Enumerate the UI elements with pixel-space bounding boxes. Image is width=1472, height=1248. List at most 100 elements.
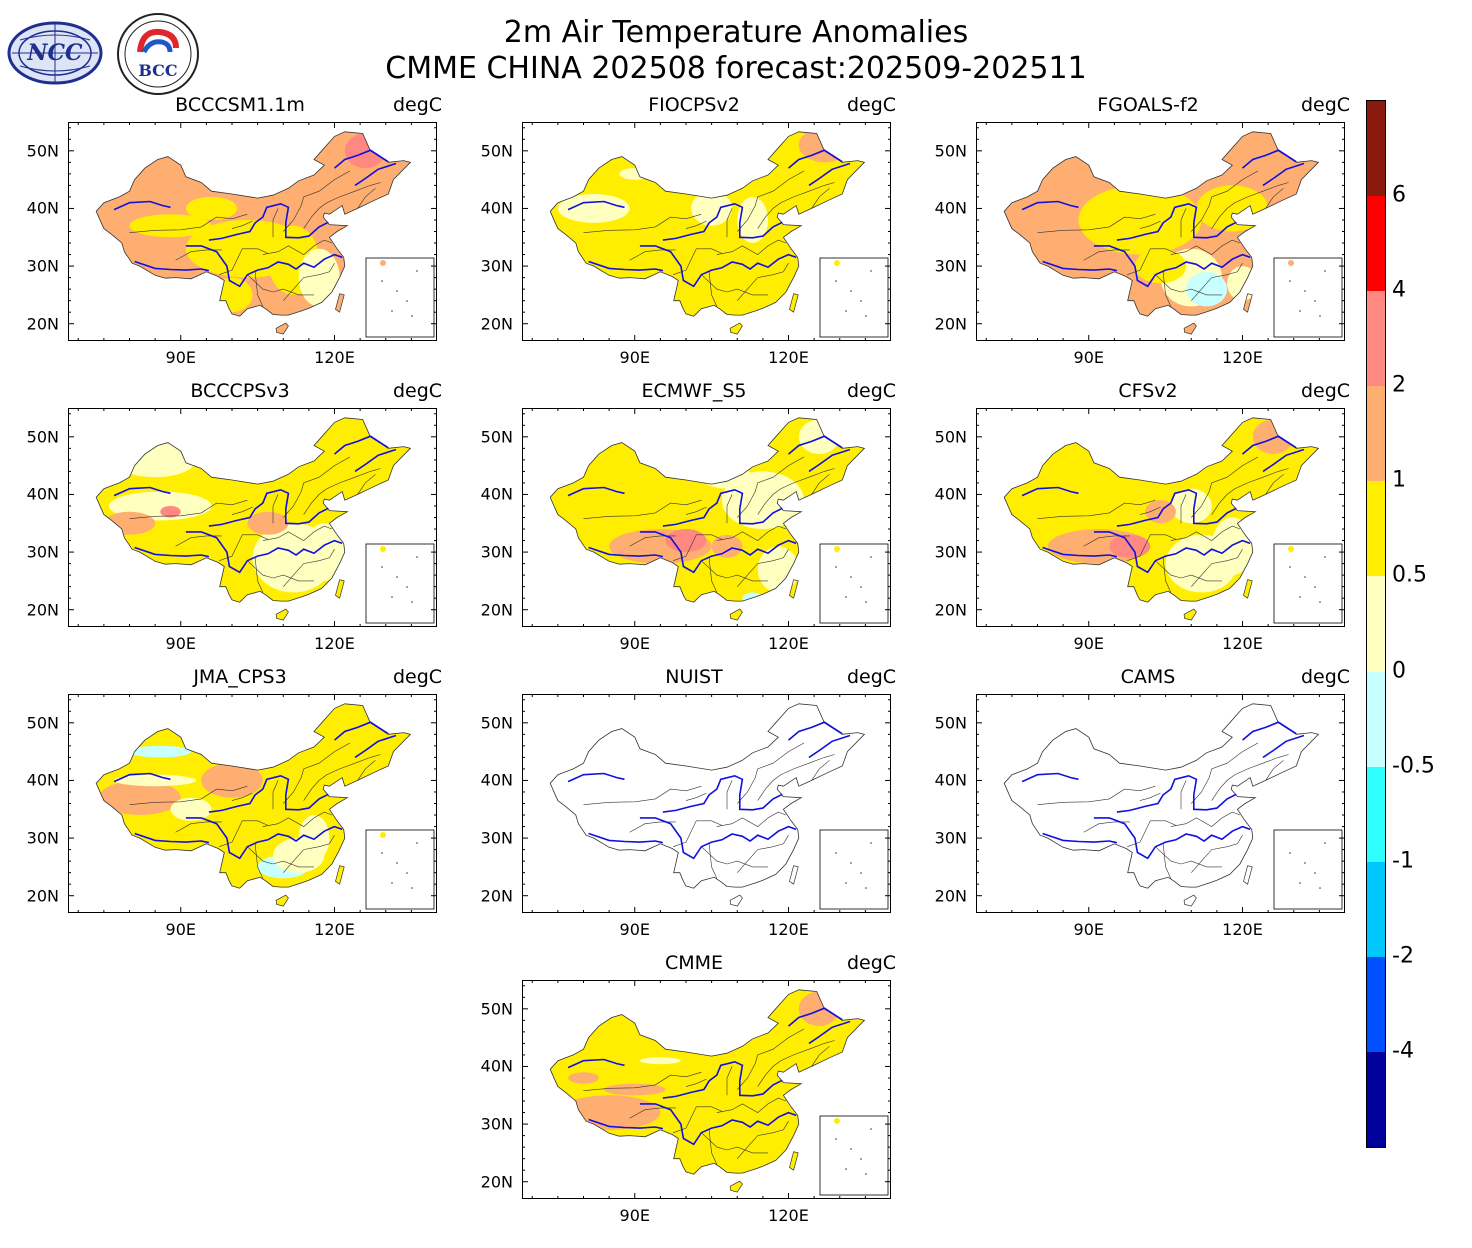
china-map (68, 408, 437, 627)
province-border (701, 846, 768, 868)
lat-label: 20N (934, 314, 967, 334)
inset-island (850, 862, 852, 864)
river-line (354, 734, 397, 759)
inset-island (416, 270, 418, 272)
province-border (247, 274, 314, 296)
river-line (588, 546, 664, 558)
colorbar-tick-label: 4 (1392, 277, 1406, 303)
inset-island (411, 315, 413, 317)
island-outline (335, 865, 345, 885)
inset-island (835, 852, 837, 854)
figure-title: 2m Air Temperature Anomalies (503, 15, 969, 50)
south-china-sea-inset (1273, 829, 1343, 910)
province-border (1162, 557, 1172, 593)
province-border (793, 754, 835, 770)
map-panel-ecmwf-s5: ECMWF_S5 degC 50N 40N 30N 20N 90E 120E (454, 380, 896, 662)
panel-model-title: CAMS (1120, 666, 1176, 688)
province-border (1155, 274, 1222, 296)
river-line (787, 721, 843, 741)
map-frame (522, 980, 891, 1199)
province-border (726, 494, 733, 524)
province-border (1162, 271, 1172, 307)
province-border (685, 1078, 707, 1087)
province-border (583, 213, 702, 233)
china-outline (549, 417, 866, 603)
anomaly-region (303, 523, 345, 581)
lon-label: 120E (314, 634, 355, 653)
inset-island (845, 310, 847, 312)
inset-island (406, 300, 408, 302)
south-china-sea-inset (365, 257, 435, 338)
province-border (1191, 835, 1243, 873)
panel-unit: degC (847, 666, 897, 688)
province-border (1155, 560, 1222, 582)
map-panel-cams: CAMS degC 50N 40N 30N 20N 90E 120E (908, 666, 1351, 948)
inset-island (850, 1148, 852, 1150)
inset-island (860, 300, 862, 302)
river-line (808, 1020, 851, 1045)
province-border (737, 742, 805, 804)
island-outline (275, 322, 289, 335)
colorbar-segment (1367, 861, 1385, 958)
province-border (793, 182, 835, 198)
river-line (662, 488, 783, 527)
lat-label: 50N (26, 713, 59, 733)
panel-model-title: CMME (664, 952, 724, 974)
province-border (737, 835, 789, 873)
inset-island (1299, 310, 1301, 312)
province-border (247, 560, 314, 582)
province-border (583, 785, 702, 805)
province-border (1180, 494, 1187, 524)
inset-island (845, 1168, 847, 1170)
province-border (247, 846, 314, 868)
province-border (1139, 792, 1161, 801)
svg-text:BCC: BCC (138, 61, 177, 80)
china-outline (95, 131, 412, 317)
province-border (231, 220, 253, 229)
anomaly-region (619, 168, 651, 180)
anomaly-region (129, 214, 212, 238)
inset-island (1304, 576, 1306, 578)
inset-island (850, 576, 852, 578)
lat-label: 20N (934, 886, 967, 906)
colorbar-segment (1367, 576, 1385, 673)
south-china-sea-inset (819, 829, 889, 910)
lat-label: 40N (480, 770, 513, 790)
china-outline (95, 417, 412, 603)
map-frame (522, 408, 891, 627)
island-outline (789, 865, 799, 885)
province-border (1180, 780, 1187, 810)
island-outline (729, 608, 743, 621)
province-border (1037, 213, 1156, 233)
lat-label: 30N (934, 828, 967, 848)
china-map (976, 408, 1345, 627)
lon-label: 120E (1222, 634, 1263, 653)
panel-unit: degC (1301, 666, 1351, 688)
lat-label: 20N (26, 600, 59, 620)
inset-island (850, 290, 852, 292)
river-line (113, 486, 171, 497)
colorbar-segment (1367, 101, 1385, 197)
anomaly-region (98, 780, 181, 816)
province-border (339, 182, 381, 198)
province-border (716, 811, 787, 827)
panel-model-title: NUIST (665, 666, 723, 688)
inset-island (1319, 887, 1321, 889)
anomaly-region (1186, 271, 1228, 307)
inset-shading (380, 260, 386, 266)
province-border (283, 263, 335, 301)
river-line (639, 817, 797, 860)
inset-island (1314, 586, 1316, 588)
island-outline (729, 1180, 743, 1193)
river-line (333, 435, 389, 455)
province-border (272, 494, 279, 524)
colorbar-tick-label: -0.5 (1392, 753, 1435, 779)
province-border (1191, 263, 1243, 301)
colorbar-segment (1367, 386, 1385, 482)
island-outline (789, 293, 799, 313)
anomaly-region (344, 448, 376, 483)
inset-island (860, 872, 862, 874)
river-line (1042, 546, 1118, 558)
lat-label: 20N (480, 886, 513, 906)
province-border (1139, 506, 1161, 515)
